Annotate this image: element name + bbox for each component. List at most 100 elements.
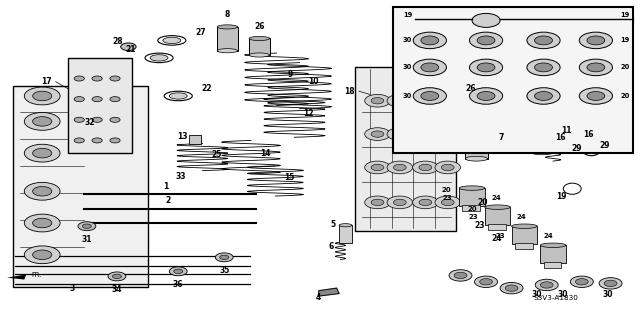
Circle shape: [215, 253, 233, 262]
Circle shape: [500, 282, 523, 294]
Circle shape: [449, 270, 472, 281]
Circle shape: [534, 36, 552, 45]
Bar: [355, 67, 456, 231]
Circle shape: [587, 92, 605, 100]
Circle shape: [394, 199, 406, 205]
Ellipse shape: [465, 156, 488, 161]
Text: 33: 33: [175, 172, 186, 181]
Text: 35: 35: [219, 266, 229, 275]
Bar: [531, 135, 554, 152]
Circle shape: [535, 279, 558, 291]
Bar: [435, 92, 458, 110]
Circle shape: [442, 199, 454, 205]
Circle shape: [110, 138, 120, 143]
Text: 5: 5: [330, 220, 335, 229]
Circle shape: [442, 164, 454, 171]
Text: 20: 20: [442, 187, 451, 193]
Circle shape: [121, 43, 136, 50]
Circle shape: [33, 148, 52, 158]
Text: 20: 20: [621, 93, 630, 99]
Circle shape: [24, 214, 60, 232]
Text: 14: 14: [260, 149, 270, 158]
Text: S3V3-A1830: S3V3-A1830: [534, 295, 579, 301]
Text: 9: 9: [288, 70, 293, 78]
Bar: [488, 224, 506, 230]
Bar: [68, 58, 132, 153]
Text: 2: 2: [165, 196, 171, 205]
Circle shape: [534, 63, 552, 72]
Circle shape: [570, 276, 593, 287]
Text: 1: 1: [163, 182, 168, 191]
Circle shape: [413, 128, 438, 140]
Bar: [189, 135, 200, 144]
Bar: [394, 7, 633, 153]
Circle shape: [435, 161, 461, 174]
Ellipse shape: [465, 139, 488, 144]
Ellipse shape: [170, 93, 187, 99]
Polygon shape: [319, 288, 339, 296]
Text: 16: 16: [556, 133, 566, 142]
Text: 24: 24: [491, 234, 502, 243]
Text: 6: 6: [329, 242, 334, 251]
Text: 30: 30: [602, 290, 612, 299]
Circle shape: [435, 196, 461, 209]
Circle shape: [419, 164, 432, 171]
Circle shape: [419, 199, 432, 205]
Circle shape: [33, 187, 52, 196]
Circle shape: [579, 59, 612, 76]
Circle shape: [371, 164, 384, 171]
Circle shape: [599, 278, 622, 289]
Text: 30: 30: [532, 290, 542, 299]
Ellipse shape: [531, 132, 554, 137]
Circle shape: [472, 13, 500, 27]
Bar: [543, 262, 561, 269]
Circle shape: [435, 94, 461, 107]
Text: 11: 11: [561, 126, 572, 135]
Circle shape: [421, 63, 439, 72]
Circle shape: [92, 117, 102, 122]
Circle shape: [387, 128, 413, 140]
Circle shape: [394, 164, 406, 171]
Circle shape: [110, 76, 120, 81]
Ellipse shape: [531, 150, 554, 155]
Circle shape: [413, 196, 438, 209]
Text: 34: 34: [111, 285, 122, 294]
Circle shape: [477, 63, 495, 72]
Circle shape: [110, 117, 120, 122]
Circle shape: [435, 128, 461, 140]
Circle shape: [421, 36, 439, 45]
Bar: [13, 86, 148, 286]
Text: 15: 15: [284, 174, 294, 182]
Text: 24: 24: [544, 233, 554, 239]
Circle shape: [24, 182, 60, 200]
Circle shape: [587, 63, 605, 72]
Circle shape: [24, 87, 60, 105]
Circle shape: [527, 88, 560, 104]
Text: 4: 4: [316, 293, 321, 302]
Circle shape: [170, 267, 187, 276]
Text: 16: 16: [583, 130, 593, 138]
Text: 27: 27: [195, 28, 206, 37]
Text: 30: 30: [403, 93, 412, 99]
Circle shape: [24, 144, 60, 162]
Ellipse shape: [249, 53, 269, 57]
Bar: [484, 207, 510, 225]
Circle shape: [33, 117, 52, 126]
Ellipse shape: [460, 186, 484, 190]
Circle shape: [220, 255, 228, 260]
Text: 19: 19: [556, 191, 566, 201]
Text: 26: 26: [254, 22, 264, 31]
Circle shape: [92, 97, 102, 102]
Bar: [465, 141, 488, 159]
Circle shape: [371, 131, 384, 137]
Text: 23: 23: [443, 195, 452, 201]
Circle shape: [113, 274, 122, 278]
Circle shape: [527, 32, 560, 49]
Ellipse shape: [150, 55, 168, 61]
Circle shape: [24, 113, 60, 130]
Ellipse shape: [339, 224, 352, 227]
Circle shape: [365, 128, 390, 140]
Circle shape: [33, 91, 52, 101]
Text: 20: 20: [477, 198, 488, 207]
Text: 3: 3: [70, 284, 75, 293]
